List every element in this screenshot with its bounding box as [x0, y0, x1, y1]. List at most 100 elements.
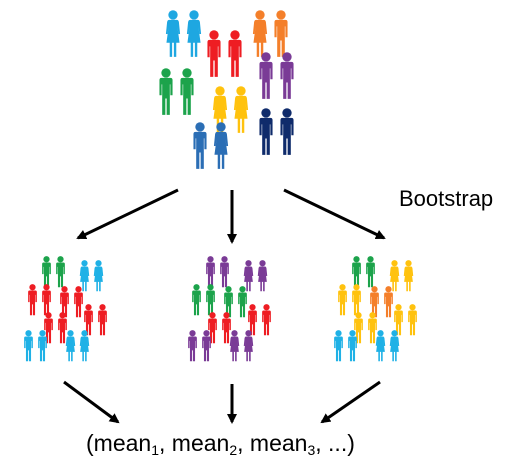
pair-orange-mixed-male-icon	[274, 10, 288, 57]
sample-2-pair-7	[188, 330, 211, 362]
sample-1-pair-6	[84, 304, 107, 336]
pair-steelblue-mixed	[193, 122, 229, 169]
pair-orange-mixed	[252, 10, 288, 57]
sample-1-pair-3-male-icon	[28, 284, 37, 316]
pair-navy-male-male-icon	[259, 108, 273, 155]
means-open: (	[86, 430, 94, 456]
sample-2-pair-4-male-icon	[238, 286, 247, 318]
population-group	[159, 10, 294, 169]
arrow-to-sample-3	[283, 188, 386, 240]
pair-green-male-male-icon	[180, 68, 194, 115]
pair-green-male-male-icon	[159, 68, 173, 115]
sample-1-pair-2-female-icon	[93, 260, 104, 292]
pair-red-male	[207, 30, 242, 77]
means-label: (mean1, mean2, mean3, ...)	[86, 430, 355, 458]
sample-1-pair-6-male-icon	[98, 304, 107, 336]
sample-3-pair-3-male-icon	[352, 284, 361, 316]
pair-purple-mixed-male-icon	[280, 52, 294, 99]
arrow-to-sample-1	[76, 188, 179, 240]
bootstrap-label: Bootstrap	[399, 186, 494, 211]
sample-3-pair-3	[338, 284, 361, 316]
pair-steelblue-mixed-male-icon	[193, 122, 207, 169]
sample-3-pair-3-male-icon	[338, 284, 347, 316]
arrow-from-sample-1	[63, 380, 120, 424]
pair-orange-mixed-female-icon	[252, 10, 268, 57]
sample-3-pair-7-male-icon	[348, 330, 357, 362]
sample-2-pair-8-female-icon	[229, 330, 240, 362]
pair-steelblue-mixed-female-icon	[213, 122, 229, 169]
sample-2-pair-1	[206, 256, 229, 288]
sample-1-pair-1	[42, 256, 65, 288]
sample-1	[24, 256, 107, 362]
sample-3-pair-1-male-icon	[366, 256, 375, 288]
sample-3-pair-7	[334, 330, 357, 362]
sample-2-pair-1-male-icon	[220, 256, 229, 288]
sample-2-pair-2-female-icon	[257, 260, 268, 292]
sample-3-pair-6	[394, 304, 417, 336]
sample-3-pair-2-female-icon	[389, 260, 400, 292]
sample-3-pair-4-male-icon	[384, 286, 393, 318]
sample-2-pair-7-male-icon	[188, 330, 197, 362]
means-sep-2: ,	[237, 430, 250, 456]
pair-lightblue-female-female-icon	[165, 10, 181, 57]
sample-2-pair-3	[192, 284, 215, 316]
pair-green-male	[159, 68, 194, 115]
means-sep-1: ,	[159, 430, 172, 456]
pair-navy-male	[259, 108, 294, 155]
sample-1-pair-1-male-icon	[56, 256, 65, 288]
sample-3-pair-5	[354, 312, 377, 344]
sample-1-pair-5	[44, 312, 67, 344]
pair-red-male-male-icon	[207, 30, 221, 77]
pair-navy-male-male-icon	[280, 108, 294, 155]
sample-2-pair-5	[208, 312, 231, 344]
sample-2-pair-3-male-icon	[192, 284, 201, 316]
mean-1-sub: 1	[151, 442, 160, 458]
mean-1-word: mean	[93, 430, 152, 456]
arrow-from-sample-3	[320, 380, 381, 424]
mean-3-word: mean	[249, 430, 308, 456]
sample-1-pair-7	[24, 330, 47, 362]
sample-2-pair-6	[248, 304, 271, 336]
means-close: )	[347, 430, 355, 456]
mean-3-sub: 3	[307, 442, 316, 458]
pair-purple-mixed	[259, 52, 294, 99]
mean-2-sub: 2	[229, 442, 238, 458]
sample-2	[188, 256, 271, 362]
sample-2-pair-7-male-icon	[202, 330, 211, 362]
sample-3-pair-7-male-icon	[334, 330, 343, 362]
bootstrap-samples	[24, 256, 417, 362]
sample-3-pair-2-female-icon	[403, 260, 414, 292]
sample-1-pair-7-male-icon	[38, 330, 47, 362]
sample-1-pair-2	[79, 260, 104, 292]
sample-3-pair-2	[389, 260, 414, 292]
sample-1-pair-8	[65, 330, 90, 362]
mean-2-word: mean	[171, 430, 230, 456]
pair-yellow-female-female-icon	[233, 86, 249, 133]
pair-purple-mixed-male-icon	[259, 52, 273, 99]
sample-2-pair-3-male-icon	[206, 284, 215, 316]
sample-1-pair-3	[28, 284, 51, 316]
pair-lightblue-female-female-icon	[186, 10, 202, 57]
sample-3-pair-1	[352, 256, 375, 288]
means-sep-3: ,	[315, 430, 329, 456]
sample-2-pair-2-female-icon	[243, 260, 254, 292]
sample-3-pair-6-male-icon	[408, 304, 417, 336]
sample-2-pair-2	[243, 260, 268, 292]
means-ellipsis: ...	[328, 430, 348, 456]
sample-1-pair-4-male-icon	[74, 286, 83, 318]
sample-1-pair-8-female-icon	[65, 330, 76, 362]
pair-lightblue-female	[165, 10, 202, 57]
sample-2-pair-1-male-icon	[206, 256, 215, 288]
sample-3-pair-1-male-icon	[352, 256, 361, 288]
sample-1-pair-3-male-icon	[42, 284, 51, 316]
sample-1-pair-1-male-icon	[42, 256, 51, 288]
sample-1-pair-7-male-icon	[24, 330, 33, 362]
pair-red-male-male-icon	[228, 30, 242, 77]
sample-3	[334, 256, 417, 362]
sample-2-pair-6-male-icon	[262, 304, 271, 336]
sample-2-pair-8	[229, 330, 254, 362]
sample-3-pair-8-female-icon	[375, 330, 386, 362]
sample-1-pair-2-female-icon	[79, 260, 90, 292]
sample-3-pair-8	[375, 330, 400, 362]
